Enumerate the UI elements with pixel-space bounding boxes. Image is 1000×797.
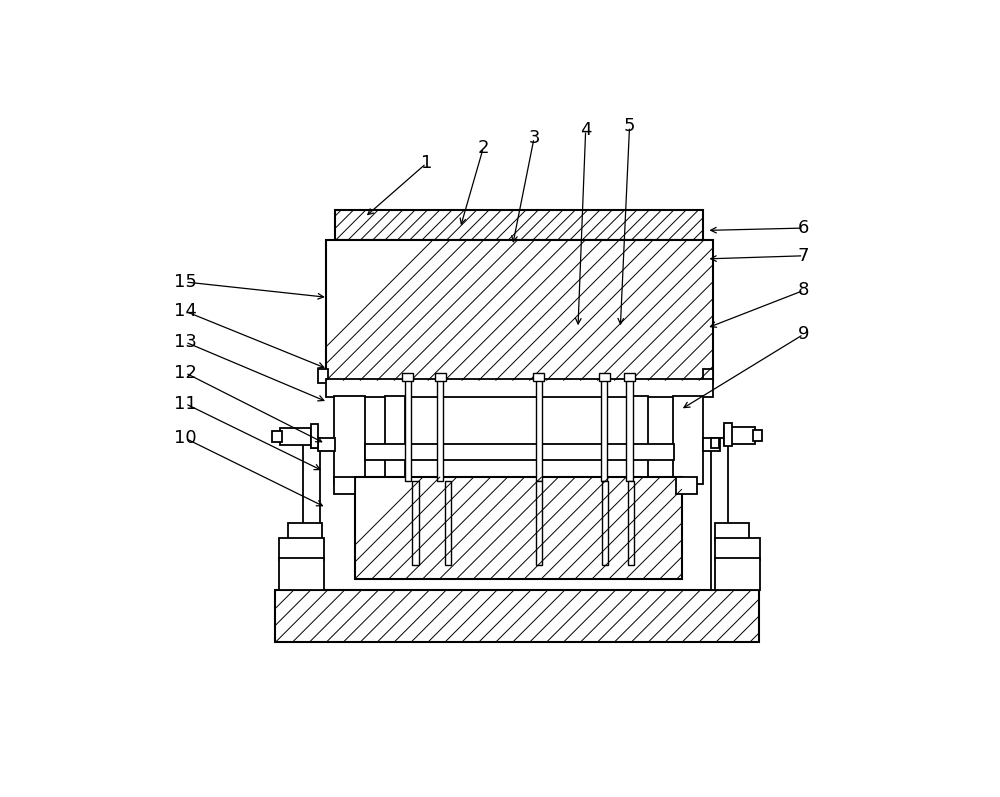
Bar [311, 425, 318, 448]
Bar [318, 438, 335, 451]
Text: 6: 6 [798, 219, 809, 237]
Bar [335, 210, 703, 241]
Text: 7: 7 [798, 247, 809, 265]
Bar [334, 477, 355, 493]
Bar [279, 539, 324, 560]
Bar [536, 379, 542, 481]
Bar [365, 445, 674, 460]
Bar [715, 558, 760, 590]
Bar [629, 396, 648, 485]
Text: 4: 4 [580, 121, 591, 139]
Bar [533, 373, 544, 380]
Bar [275, 590, 759, 642]
Bar [601, 379, 607, 481]
Bar [599, 373, 610, 380]
Bar [624, 373, 635, 380]
Text: 15: 15 [174, 273, 197, 291]
Bar [405, 379, 411, 481]
Text: 13: 13 [174, 333, 197, 351]
Text: 14: 14 [174, 302, 197, 320]
Bar [326, 241, 713, 380]
Bar [288, 523, 322, 540]
Bar [715, 523, 749, 540]
Bar [355, 477, 682, 579]
Bar [318, 369, 328, 383]
Bar [673, 396, 703, 485]
Bar [311, 438, 318, 448]
Bar [279, 558, 324, 590]
Bar [435, 373, 446, 380]
Bar [703, 369, 713, 383]
Bar [711, 438, 719, 448]
Bar [303, 438, 320, 590]
Bar [711, 438, 728, 590]
Bar [753, 430, 762, 441]
Bar [412, 481, 419, 565]
Bar [280, 428, 311, 446]
Bar [272, 431, 282, 442]
Bar [334, 396, 365, 485]
Bar [536, 481, 542, 565]
Text: 5: 5 [624, 117, 635, 135]
Text: 11: 11 [174, 395, 197, 413]
Text: 2: 2 [477, 139, 489, 157]
Bar [445, 481, 451, 565]
Bar [437, 379, 443, 481]
Bar [602, 481, 608, 565]
Bar [326, 379, 713, 398]
Bar [676, 477, 697, 493]
Text: 8: 8 [798, 281, 809, 300]
Text: 9: 9 [798, 325, 809, 344]
Text: 10: 10 [174, 430, 197, 447]
Text: 1: 1 [421, 155, 432, 172]
Bar [628, 481, 634, 565]
Bar [703, 438, 720, 451]
Bar [724, 423, 732, 446]
Text: 12: 12 [174, 364, 197, 382]
Bar [385, 396, 405, 485]
Bar [715, 539, 760, 560]
Text: 3: 3 [528, 129, 540, 147]
Bar [724, 426, 755, 444]
Bar [402, 373, 413, 380]
Bar [626, 379, 633, 481]
